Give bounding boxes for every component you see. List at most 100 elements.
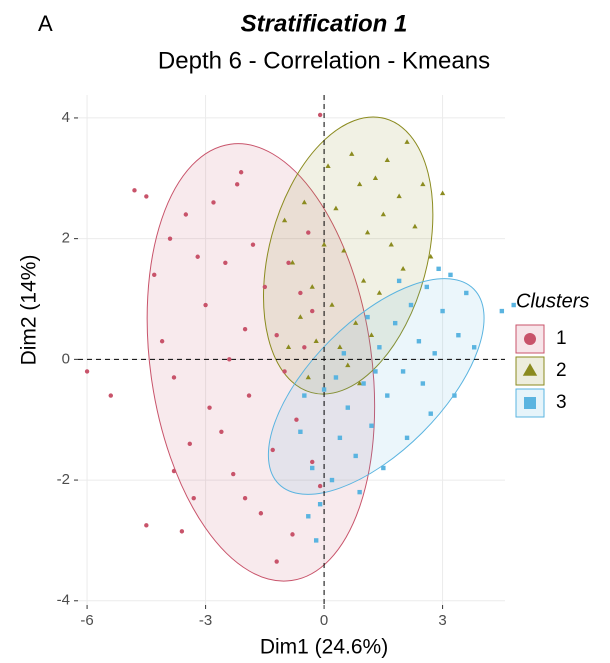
point	[310, 308, 315, 314]
y-axis-label: Dim2 (14%)	[18, 255, 41, 366]
point	[368, 332, 375, 337]
point	[329, 477, 335, 483]
point	[325, 163, 331, 168]
point	[84, 369, 90, 374]
point	[144, 194, 149, 199]
point	[246, 393, 252, 398]
cluster-ellipse	[146, 143, 376, 582]
point	[392, 320, 398, 326]
x-tick-label: -3	[199, 612, 212, 629]
point	[313, 538, 319, 543]
point	[258, 511, 264, 516]
point	[424, 284, 429, 290]
cluster-ellipse	[267, 278, 485, 495]
point	[238, 170, 244, 175]
point	[270, 447, 275, 453]
point	[242, 495, 248, 501]
point	[310, 465, 315, 471]
point	[187, 441, 192, 447]
point	[297, 314, 304, 319]
point	[321, 387, 327, 392]
point	[152, 272, 157, 278]
point	[456, 333, 461, 338]
legend-label: 2	[556, 360, 567, 381]
point	[452, 393, 457, 398]
y-tick-label: -2	[57, 471, 70, 488]
x-tick-label: 3	[438, 612, 446, 629]
point	[302, 345, 307, 350]
point	[207, 405, 212, 410]
point	[183, 212, 189, 217]
point	[234, 182, 240, 187]
point	[171, 468, 177, 474]
point	[356, 181, 363, 187]
legend-label: 3	[556, 392, 567, 413]
y-tick-label: 0	[62, 350, 70, 367]
point	[420, 381, 426, 386]
cluster-ellipse	[263, 116, 434, 395]
point	[179, 529, 185, 534]
point	[337, 344, 343, 350]
point	[381, 465, 386, 471]
point	[306, 230, 311, 235]
point	[341, 247, 347, 253]
point	[159, 339, 165, 344]
legend-title: Clusters	[516, 290, 589, 312]
point	[302, 393, 307, 398]
point	[345, 362, 351, 368]
point	[396, 193, 402, 199]
point	[333, 375, 339, 380]
point	[309, 284, 315, 289]
point	[428, 411, 433, 416]
point	[373, 369, 378, 374]
point	[317, 112, 323, 118]
legend-marker	[522, 363, 538, 376]
point	[416, 339, 422, 344]
point	[436, 266, 441, 272]
point	[369, 423, 374, 428]
point	[353, 320, 359, 325]
point	[167, 236, 173, 241]
point	[341, 351, 347, 356]
point	[223, 260, 228, 265]
point	[317, 502, 323, 507]
point	[360, 278, 367, 283]
point	[203, 302, 208, 308]
point	[286, 260, 291, 265]
legend-marker	[524, 397, 536, 409]
y-tick-label: 4	[62, 109, 70, 126]
point	[448, 272, 453, 278]
point	[412, 223, 418, 229]
chart-subtitle: Depth 6 - Correlation - Kmeans	[158, 47, 490, 74]
point	[464, 290, 469, 296]
point	[310, 459, 315, 465]
point	[353, 453, 358, 459]
point	[404, 435, 410, 441]
point	[388, 241, 394, 247]
point	[250, 242, 256, 247]
point	[171, 375, 177, 380]
point	[242, 326, 248, 332]
point	[380, 211, 386, 217]
point	[298, 290, 303, 296]
point	[305, 374, 311, 380]
point	[400, 265, 406, 271]
point	[428, 253, 434, 259]
point	[281, 217, 288, 223]
point	[317, 483, 323, 489]
point	[282, 369, 287, 374]
point	[420, 181, 426, 187]
point	[132, 188, 137, 193]
point	[108, 393, 113, 398]
point	[219, 429, 224, 434]
point	[321, 241, 327, 247]
point	[364, 229, 371, 235]
point	[211, 200, 216, 205]
point	[365, 314, 370, 320]
point	[345, 405, 350, 410]
point	[396, 278, 402, 284]
legend-key	[515, 388, 545, 418]
y-tick-label: 2	[62, 230, 70, 247]
